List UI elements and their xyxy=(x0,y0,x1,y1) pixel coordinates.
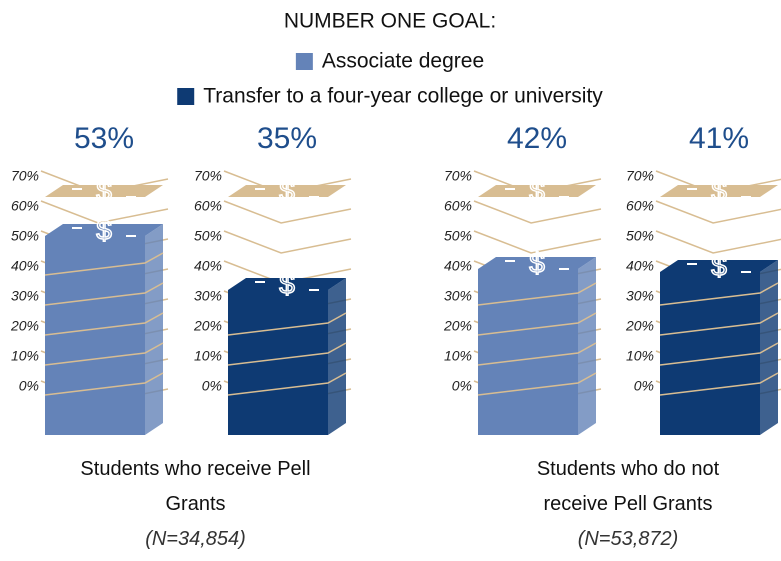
y-tick-label: 50% xyxy=(444,228,472,244)
value-label: 35% xyxy=(257,122,317,155)
layer-line xyxy=(227,312,347,336)
y-tick-label: 60% xyxy=(11,198,39,214)
chart-title: NUMBER ONE GOAL: xyxy=(284,10,496,33)
bar xyxy=(45,236,145,435)
y-tick-label: 10% xyxy=(194,348,222,364)
layer-line xyxy=(227,342,347,366)
grid-line xyxy=(473,200,602,224)
y-tick-label: 50% xyxy=(194,228,222,244)
layer-line xyxy=(44,342,164,366)
grid-line xyxy=(223,200,352,224)
y-tick-label: 70% xyxy=(626,168,654,184)
value-label: 42% xyxy=(507,122,567,155)
dollar-icon: $ xyxy=(529,247,545,278)
grid-line xyxy=(223,230,352,254)
y-tick-label: 0% xyxy=(202,378,222,394)
legend-swatch xyxy=(295,53,313,70)
y-tick-label: 30% xyxy=(626,288,654,304)
y-tick-label: 30% xyxy=(194,288,222,304)
layer-line xyxy=(227,372,347,396)
stack-side xyxy=(578,257,596,435)
stack-side xyxy=(328,278,346,435)
dollar-icon: $ xyxy=(96,214,112,245)
layer-line xyxy=(659,282,779,306)
layer-line xyxy=(44,372,164,396)
layer-line xyxy=(44,312,164,336)
y-tick-label: 40% xyxy=(626,258,654,274)
category-name: Students who receive Pell Grants xyxy=(80,458,311,515)
dollar-icon: $ xyxy=(711,175,727,206)
y-tick-label: 10% xyxy=(11,348,39,364)
y-tick-label: 30% xyxy=(444,288,472,304)
y-tick-label: 20% xyxy=(193,318,222,334)
dollar-icon: $ xyxy=(96,175,112,206)
y-tick-label: 0% xyxy=(452,378,472,394)
layer-line xyxy=(659,372,779,396)
grid-line xyxy=(40,200,169,224)
y-tick-label: 30% xyxy=(11,288,39,304)
category-name: Students who do not receive Pell Grants xyxy=(536,458,720,515)
y-tick-label: 0% xyxy=(19,378,39,394)
legend-label: Associate degree xyxy=(322,50,484,73)
bar xyxy=(660,272,760,435)
stack-side xyxy=(145,224,163,435)
layer-line xyxy=(477,342,597,366)
y-tick-label: 40% xyxy=(194,258,222,274)
legend-swatch xyxy=(177,88,195,105)
y-tick-label: 40% xyxy=(444,258,472,274)
category-label: Students who receive Pell Grants (N=34,85… xyxy=(76,452,316,557)
y-tick-label: 0% xyxy=(634,378,654,394)
value-label: 41% xyxy=(689,122,749,155)
bar xyxy=(478,269,578,435)
y-tick-label: 60% xyxy=(444,198,472,214)
grid-line xyxy=(655,200,781,224)
legend-label: Transfer to a four-year college or unive… xyxy=(203,85,603,108)
y-tick-label: 20% xyxy=(625,318,654,334)
layer-line xyxy=(659,342,779,366)
y-tick-label: 70% xyxy=(11,168,39,184)
dollar-icon: $ xyxy=(711,250,727,281)
grid-line xyxy=(655,230,781,254)
grid-line xyxy=(473,230,602,254)
y-tick-label: 20% xyxy=(443,318,472,334)
y-tick-label: 10% xyxy=(626,348,654,364)
y-tick-label: 70% xyxy=(194,168,222,184)
y-tick-label: 10% xyxy=(444,348,472,364)
layer-line xyxy=(659,312,779,336)
y-tick-label: 20% xyxy=(10,318,39,334)
value-label: 53% xyxy=(74,122,134,155)
layer-line xyxy=(477,282,597,306)
category-note: (N=34,854) xyxy=(145,528,246,550)
category-note: (N=53,872) xyxy=(577,528,679,550)
layer-line xyxy=(477,372,597,396)
layer-line xyxy=(477,312,597,336)
y-tick-label: 50% xyxy=(626,228,654,244)
y-tick-label: 70% xyxy=(444,168,472,184)
y-tick-label: 60% xyxy=(194,198,222,214)
dollar-icon: $ xyxy=(279,175,295,206)
dollar-icon: $ xyxy=(529,175,545,206)
y-tick-label: 40% xyxy=(11,258,39,274)
layer-line xyxy=(44,282,164,306)
dollar-icon: $ xyxy=(279,268,295,299)
y-tick-label: 50% xyxy=(11,228,39,244)
layer-line xyxy=(44,252,164,276)
y-tick-label: 60% xyxy=(626,198,654,214)
category-label: Students who do not receive Pell Grants (… xyxy=(508,452,748,557)
